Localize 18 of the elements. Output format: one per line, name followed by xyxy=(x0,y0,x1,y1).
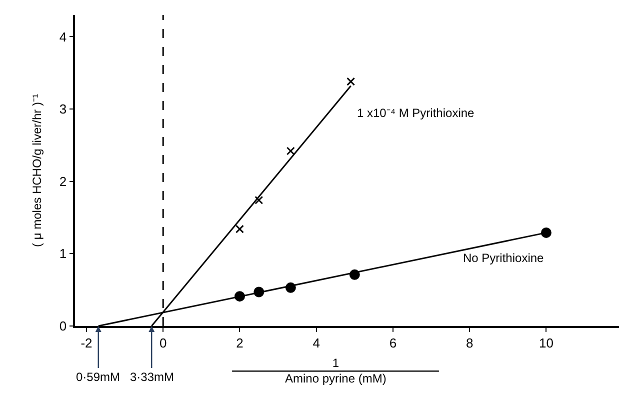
y-axis-title: ( μ moles HCHO/g liver/hr )⁻¹ xyxy=(30,94,44,247)
y-tick-label: 1 xyxy=(59,246,67,262)
x-tick-label: 6 xyxy=(389,335,397,350)
x-tick-label: 2 xyxy=(236,335,244,350)
series-label: 1 x10⁻⁴ M Pyrithioxine xyxy=(357,106,475,120)
y-tick-label: 2 xyxy=(59,174,67,189)
x-axis-title: 1 Amino pyrine (mM) xyxy=(285,356,386,386)
annotation: 3·33mM xyxy=(130,370,174,384)
y-tick-label: 0 xyxy=(59,318,67,334)
x-tick-label: -2 xyxy=(80,335,92,350)
y-tick-label: 3 xyxy=(59,102,67,117)
annotation: 0·59mM xyxy=(76,370,120,384)
x-tick-label: 8 xyxy=(466,335,474,350)
x-tick-label: 0 xyxy=(159,335,167,350)
x-tick-label: 4 xyxy=(312,335,320,350)
x-tick-label: 10 xyxy=(538,335,554,350)
y-tick-label: 4 xyxy=(59,29,67,44)
series-label: No Pyrithioxine xyxy=(463,251,544,265)
